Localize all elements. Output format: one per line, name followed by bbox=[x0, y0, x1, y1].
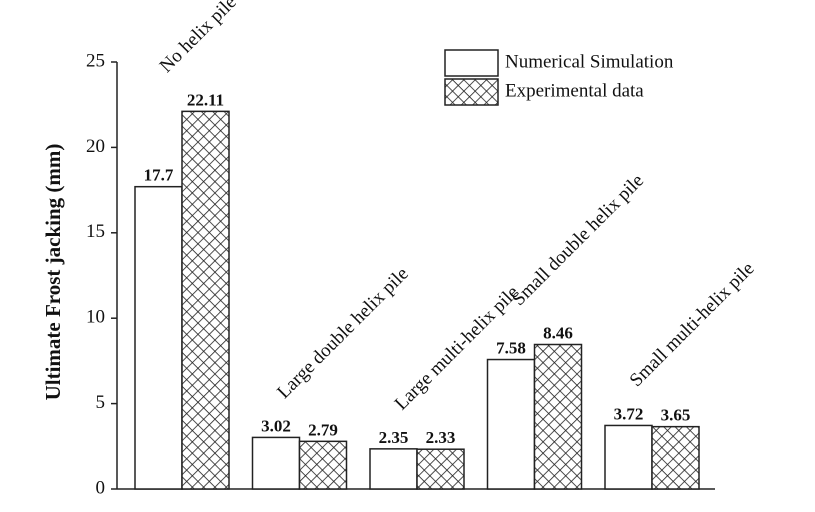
y-tick-label: 15 bbox=[86, 221, 105, 242]
bar bbox=[134, 185, 183, 490]
value-label: 2.35 bbox=[379, 428, 409, 447]
legend-swatch bbox=[444, 78, 499, 106]
y-tick-label: 5 bbox=[96, 392, 106, 413]
bar bbox=[486, 358, 536, 490]
value-label: 22.11 bbox=[187, 90, 224, 109]
bar bbox=[533, 343, 583, 490]
value-label: 2.33 bbox=[426, 428, 456, 447]
bar bbox=[298, 440, 348, 490]
y-tick-label: 10 bbox=[86, 307, 105, 328]
category-label: Small double helix pile bbox=[508, 170, 648, 310]
value-label: 7.58 bbox=[496, 339, 526, 358]
category-label: No helix pile bbox=[156, 0, 241, 77]
y-tick-label: 0 bbox=[96, 477, 106, 498]
bar bbox=[604, 424, 653, 490]
legend-swatch bbox=[444, 49, 499, 77]
value-label: 8.46 bbox=[543, 324, 573, 343]
value-label: 3.65 bbox=[661, 406, 691, 425]
y-tick-label: 25 bbox=[86, 50, 105, 71]
legend-label: Experimental data bbox=[505, 80, 644, 101]
value-label: 2.79 bbox=[308, 420, 338, 439]
bar bbox=[181, 110, 230, 490]
category-label: Small multi-helix pile bbox=[626, 258, 759, 391]
bar bbox=[651, 425, 700, 490]
y-tick-label: 20 bbox=[86, 136, 105, 157]
value-label: 3.02 bbox=[261, 416, 291, 435]
bar bbox=[251, 436, 301, 490]
y-axis-label: Ultimate Frost jacking (mm) bbox=[41, 144, 65, 401]
bar bbox=[369, 448, 418, 490]
bar bbox=[416, 448, 465, 490]
value-label: 17.7 bbox=[144, 166, 174, 185]
value-label: 3.72 bbox=[614, 404, 644, 423]
legend-label: Numerical Simulation bbox=[505, 51, 674, 72]
category-label: Large double helix pile bbox=[273, 263, 413, 403]
